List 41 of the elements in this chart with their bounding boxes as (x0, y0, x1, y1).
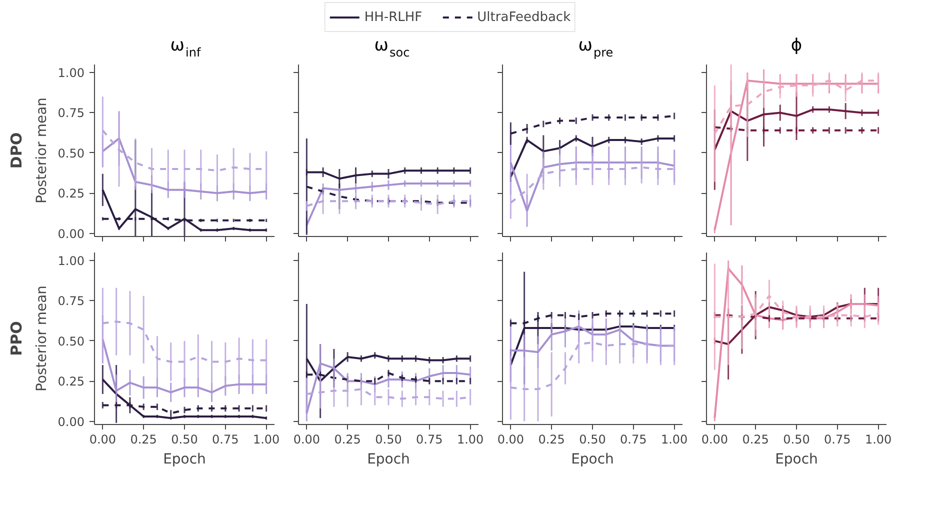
y-tick-label: 1.00 (58, 254, 84, 268)
x-axis-title: Epoch (775, 452, 818, 468)
x-tick-label: 0.75 (824, 432, 851, 446)
x-tick-label: 0.50 (375, 432, 402, 446)
y-tick-label: 0.75 (58, 106, 84, 120)
x-axis-title: Epoch (163, 452, 206, 468)
legend-label: UltraFeedback (477, 10, 571, 24)
x-tick-label: 0.25 (742, 432, 769, 446)
x-tick-label: 0.00 (293, 432, 320, 446)
x-tick-label: 0.50 (171, 432, 198, 446)
y-tick-label: 1.00 (58, 66, 84, 80)
y-tick-label: 0.25 (58, 374, 84, 389)
x-tick-label: 0.25 (334, 432, 361, 446)
chart-title: ϕ (790, 35, 802, 56)
x-tick-label: 0.75 (416, 432, 443, 446)
y-tick-label: 0.00 (58, 414, 84, 429)
x-tick-label: 0.00 (89, 432, 116, 446)
x-tick-label: 0.25 (538, 432, 565, 446)
y-tick-label: 0.75 (58, 294, 84, 308)
x-tick-label: 0.75 (620, 432, 647, 446)
y-tick-label: 0.50 (58, 334, 84, 348)
x-tick-label: 0.75 (212, 432, 239, 446)
legend-label: HH-RLHF (364, 10, 422, 24)
text: DPO (8, 132, 26, 169)
y-axis-title: Posterior mean (34, 285, 50, 392)
y-axis-title: Posterior mean (34, 97, 50, 204)
x-tick-label: 0.00 (701, 432, 728, 446)
x-tick-label: 1.00 (456, 432, 484, 446)
y-tick-label: 0.50 (58, 146, 84, 160)
y-tick-label: 0.25 (58, 186, 84, 201)
x-axis-title: Epoch (367, 452, 410, 468)
text: PPO (8, 321, 26, 356)
x-axis-title: Epoch (571, 452, 614, 468)
x-tick-label: 0.00 (497, 432, 524, 446)
x-tick-label: 1.00 (660, 432, 688, 446)
x-tick-label: 0.25 (130, 432, 157, 446)
x-tick-label: 0.50 (579, 432, 606, 446)
x-tick-label: 1.00 (864, 432, 892, 446)
x-tick-label: 0.50 (783, 432, 810, 446)
y-tick-label: 0.00 (58, 226, 84, 241)
x-tick-label: 1.00 (252, 432, 280, 446)
